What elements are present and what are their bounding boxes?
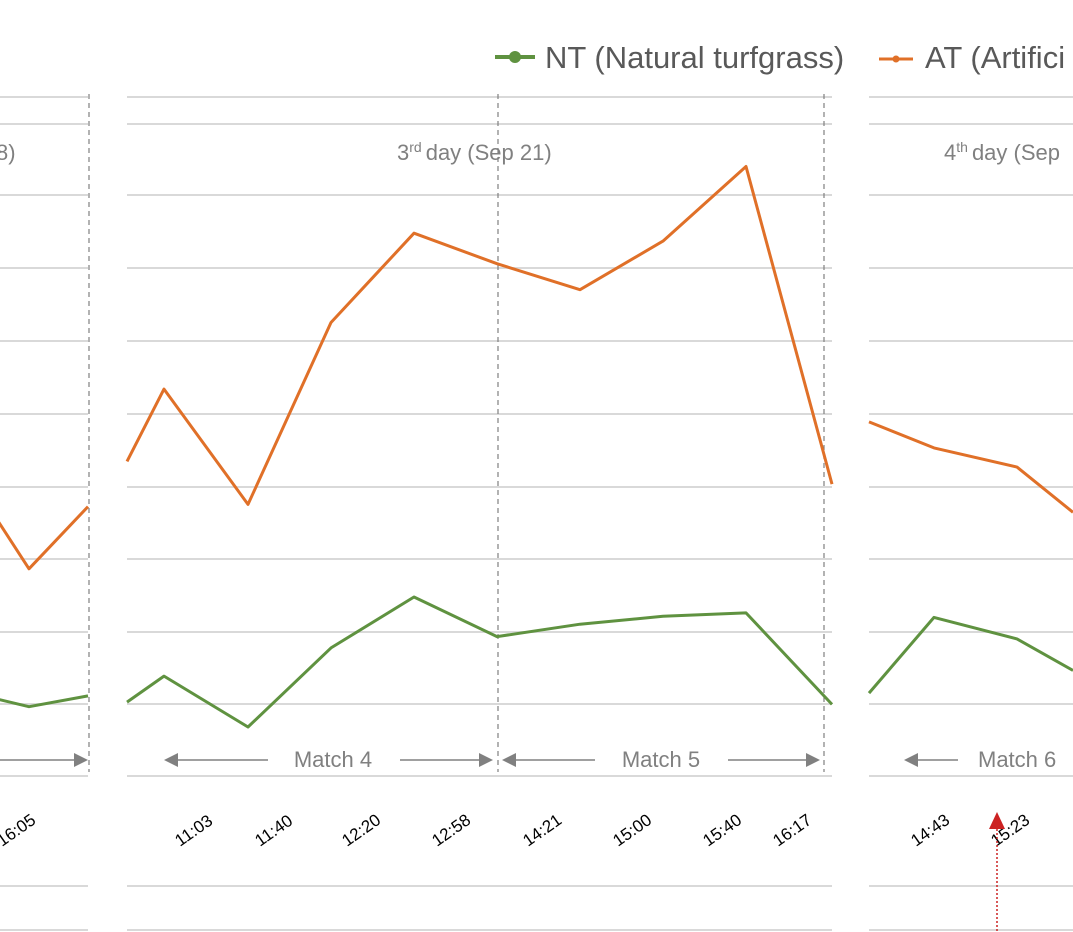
nt-series-line-panel-2: [126, 595, 834, 729]
x-tick-label: 15:40: [699, 810, 745, 850]
match-label-4: Match 4: [294, 747, 372, 772]
match-arrow-match-6: [904, 753, 958, 767]
match-label-6: Match 6: [978, 747, 1056, 772]
legend-label-at: AT (Artifici: [925, 40, 1065, 75]
x-tick-label: 14:21: [519, 810, 565, 850]
match-arrow-match-5: [502, 753, 820, 767]
divider-layer: [88, 94, 825, 772]
at-series-line-panel-3: [868, 420, 1073, 514]
x-tick-label: 16:17: [769, 810, 815, 850]
at-series-line-panel-2: [125, 165, 834, 506]
x-tick-label: 12:58: [428, 810, 474, 850]
x-tick-label: 11:40: [251, 811, 296, 850]
legend-label-nt: NT (Natural turfgrass): [545, 40, 844, 75]
red-triangle-marker-icon: [989, 812, 1005, 829]
x-tick-label: 12:20: [338, 810, 384, 850]
day-label-panel-2: 3rd day (Sep 21): [397, 139, 552, 165]
grid-layer: [0, 96, 1073, 931]
nt-series-line-panel-1: [0, 694, 89, 709]
red-marker: [989, 812, 1005, 932]
x-tick-label: 11:03: [171, 811, 216, 850]
x-tick-label: 15:23: [987, 810, 1033, 850]
legend-item-at: AT (Artifici: [879, 40, 1065, 75]
x-tick-label: 14:43: [907, 810, 953, 850]
nt-series-line-panel-3: [867, 615, 1073, 695]
series-layer: [0, 165, 1073, 729]
x-tick-label: 15:00: [609, 810, 655, 850]
match-arrow-match-4: [164, 753, 493, 767]
match-arrow-panel-1: [0, 753, 88, 767]
day-label-panel-1: 8): [0, 140, 16, 165]
x-tick-label: 16:05: [0, 810, 39, 850]
legend: NT (Natural turfgrass) AT (Artifici: [495, 40, 1065, 75]
legend-item-nt: NT (Natural turfgrass): [495, 40, 844, 75]
match-label-5: Match 5: [622, 747, 700, 772]
at-series-line-panel-1: [0, 505, 90, 571]
day-label-panel-3: 4th day (Sep: [944, 139, 1060, 165]
